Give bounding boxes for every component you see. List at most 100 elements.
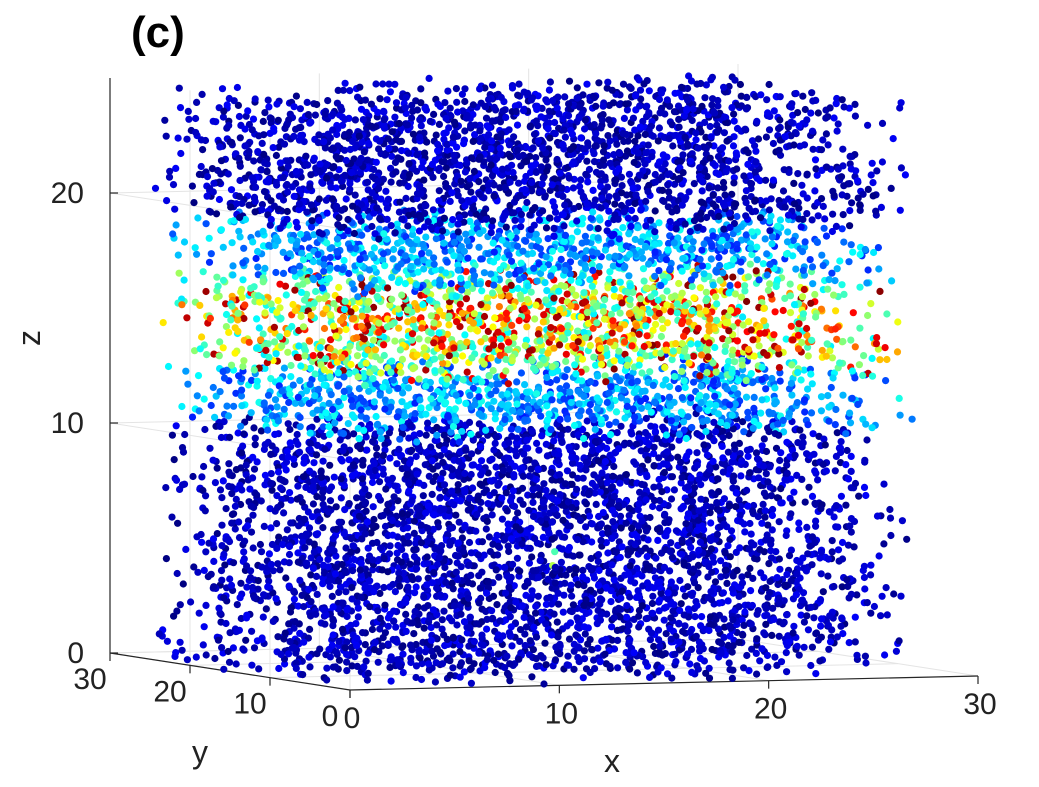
data-point — [364, 157, 371, 164]
data-point — [426, 75, 433, 82]
data-point — [182, 546, 189, 553]
data-point — [239, 276, 246, 283]
data-point — [313, 573, 320, 580]
data-point — [249, 512, 256, 519]
data-point — [201, 623, 208, 630]
data-point — [424, 420, 431, 427]
data-point — [414, 106, 421, 113]
data-point — [190, 199, 197, 206]
data-point — [497, 266, 504, 273]
data-point — [775, 125, 782, 132]
data-point — [308, 224, 315, 231]
data-point — [631, 138, 638, 145]
data-point — [562, 358, 569, 365]
data-point — [177, 639, 184, 646]
data-point — [362, 97, 369, 104]
data-point — [182, 368, 189, 375]
data-point — [433, 424, 440, 431]
data-point — [208, 402, 215, 409]
data-point — [500, 467, 507, 474]
data-point — [254, 378, 261, 385]
data-point — [198, 136, 205, 143]
data-point — [377, 392, 384, 399]
data-point — [220, 477, 227, 484]
data-point — [480, 642, 487, 649]
data-point — [228, 303, 235, 310]
data-point — [269, 442, 276, 449]
data-point — [234, 84, 241, 91]
data-point — [203, 220, 210, 227]
data-point — [196, 302, 203, 309]
data-point — [663, 288, 670, 295]
data-point — [391, 81, 398, 88]
data-point — [223, 403, 230, 410]
data-point — [249, 238, 256, 245]
data-point — [421, 625, 428, 632]
data-point — [556, 471, 563, 478]
data-point — [232, 503, 239, 510]
data-point — [691, 180, 698, 187]
data-point — [284, 208, 291, 215]
data-point — [258, 206, 265, 213]
data-point — [335, 87, 342, 94]
data-point — [267, 451, 274, 458]
data-point — [566, 78, 573, 85]
data-point — [713, 300, 720, 307]
data-point — [247, 574, 254, 581]
data-point — [533, 634, 540, 641]
data-point — [324, 210, 331, 217]
data-point — [411, 553, 418, 560]
data-point — [260, 228, 267, 235]
data-point — [216, 143, 223, 150]
data-point — [255, 577, 262, 584]
data-point — [215, 605, 222, 612]
data-point — [574, 228, 581, 235]
data-point — [202, 288, 209, 295]
data-point — [562, 134, 569, 141]
data-point — [183, 314, 190, 321]
data-point — [721, 129, 728, 136]
data-point — [221, 375, 228, 382]
data-point — [734, 281, 741, 288]
data-point — [306, 338, 313, 345]
data-point — [228, 490, 235, 497]
data-point — [285, 420, 292, 427]
data-point — [281, 478, 288, 485]
data-point — [704, 347, 711, 354]
data-point — [681, 377, 688, 384]
data-point — [156, 630, 163, 637]
data-point — [178, 403, 185, 410]
data-point — [807, 256, 814, 263]
data-point — [384, 205, 391, 212]
data-point — [266, 550, 273, 557]
data-point — [234, 316, 241, 323]
data-point — [212, 479, 219, 486]
data-point — [517, 162, 524, 169]
data-point — [242, 126, 249, 133]
data-point — [271, 431, 278, 438]
data-point — [682, 593, 689, 600]
data-point — [234, 328, 241, 335]
data-point — [574, 654, 581, 661]
data-point — [248, 662, 255, 669]
data-point — [179, 647, 186, 654]
data-point — [273, 152, 280, 159]
data-point — [668, 495, 675, 502]
data-point — [228, 483, 235, 490]
data-point — [248, 503, 255, 510]
data-point — [293, 168, 300, 175]
data-point — [489, 289, 496, 296]
data-point — [219, 85, 226, 92]
data-point — [462, 231, 469, 238]
data-point — [453, 85, 460, 92]
data-point — [162, 484, 169, 491]
data-point — [306, 663, 313, 670]
data-point — [166, 168, 173, 175]
data-point — [747, 261, 754, 268]
data-point — [260, 591, 267, 598]
data-point — [251, 194, 258, 201]
data-point — [280, 174, 287, 181]
data-point — [247, 285, 254, 292]
data-point — [809, 263, 816, 270]
data-point — [790, 180, 797, 187]
